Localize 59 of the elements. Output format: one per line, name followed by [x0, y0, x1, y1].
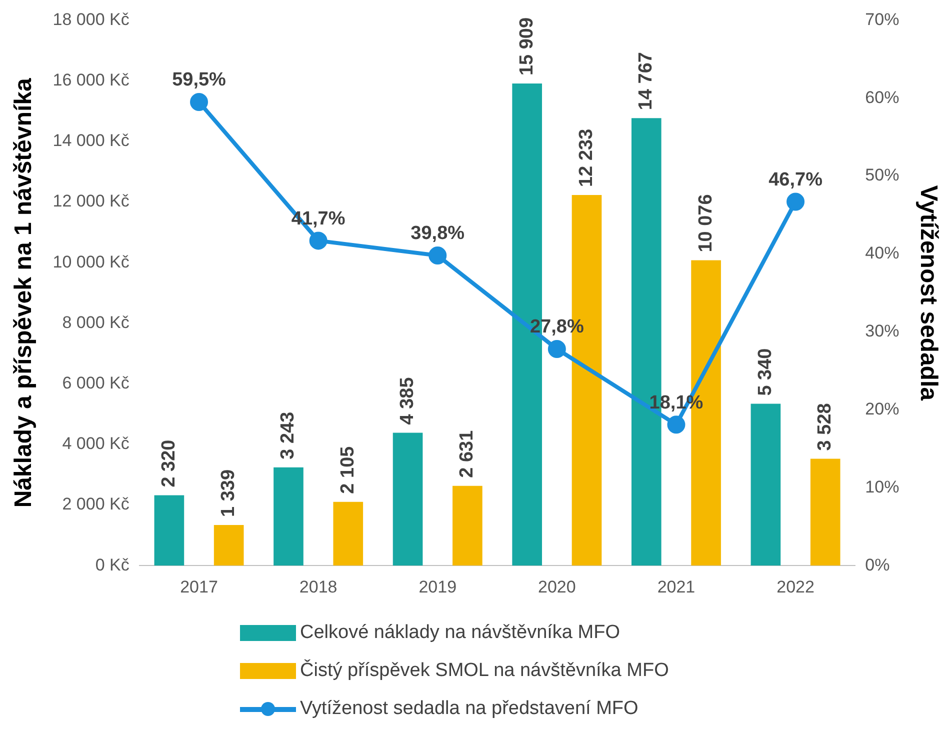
data-label: 2 320: [158, 440, 180, 488]
y2-axis-title: Vytíženost sedadla: [914, 185, 942, 402]
legend-label: Čistý příspěvek SMOL na návštěvníka MFO: [300, 660, 669, 682]
legend-label: Vytíženost sedadla na představení MFO: [300, 698, 638, 720]
bar: [274, 467, 304, 566]
data-label: 4 385: [397, 376, 418, 425]
point: [548, 340, 566, 358]
data-label: 12 233: [576, 128, 597, 187]
bar: [810, 458, 840, 566]
data-label: 18,1%: [649, 392, 704, 414]
y2-tick-label: 40%: [865, 244, 900, 263]
bar: [452, 486, 482, 566]
y-tick-label: 16 000 Kč: [52, 70, 130, 90]
y2-tick-label: 50%: [865, 166, 900, 185]
point: [786, 192, 805, 211]
y-tick-label: 12 000 Kč: [52, 192, 130, 211]
point: [190, 93, 208, 112]
x-tick-label: 2021: [657, 577, 696, 596]
y2-tick-label: 30%: [865, 322, 900, 341]
y-tick-label: 4 000 Kč: [62, 434, 130, 454]
y-tick-label: 6 000 Kč: [62, 373, 130, 392]
x-tick-label: 2017: [180, 577, 218, 596]
point: [428, 246, 447, 264]
y-tick-label: 18 000 Kč: [52, 10, 130, 29]
y2-tick-label: 70%: [865, 10, 900, 29]
data-label: 5 340: [754, 348, 776, 396]
data-label: 14 767: [636, 52, 657, 110]
y-axis-title: Náklady a příspěvek na 1 návštěvníka: [10, 77, 38, 508]
point: [667, 416, 686, 434]
data-label: 2 105: [337, 446, 358, 494]
y-tick-label: 10 000 Kč: [52, 252, 130, 272]
y2-tick-label: 20%: [865, 399, 900, 418]
data-label: 1 339: [218, 469, 240, 518]
y-tick-label: 2 000 Kč: [62, 494, 130, 514]
y-tick-label: 0 Kč: [95, 555, 130, 574]
y2-tick-label: 60%: [865, 88, 900, 107]
data-label: 3 528: [814, 403, 836, 451]
y-tick-label: 14 000 Kč: [52, 131, 130, 150]
data-label: 59,5%: [172, 70, 226, 91]
point: [309, 232, 328, 250]
data-label: 10 076: [695, 194, 716, 252]
bar: [214, 525, 244, 566]
y2-tick-label: 10%: [865, 477, 900, 496]
legend-label: Celkové náklady na návštěvníka MFO: [300, 622, 620, 644]
bar: [154, 495, 184, 566]
x-tick-label: 2018: [299, 577, 338, 596]
data-label: 15 909: [516, 17, 538, 76]
data-label: 3 243: [278, 412, 299, 460]
y2-tick-label: 0%: [865, 555, 890, 574]
bar: [392, 432, 423, 566]
data-label: 39,8%: [410, 223, 465, 244]
y-tick-label: 8 000 Kč: [62, 312, 130, 332]
bar: [750, 404, 781, 566]
data-label: 2 631: [456, 430, 478, 478]
bar: [333, 502, 364, 566]
data-label: 46,7%: [768, 169, 823, 190]
x-tick-label: 2020: [538, 577, 576, 596]
x-tick-label: 2019: [418, 577, 457, 596]
x-tick-label: 2022: [776, 577, 814, 596]
